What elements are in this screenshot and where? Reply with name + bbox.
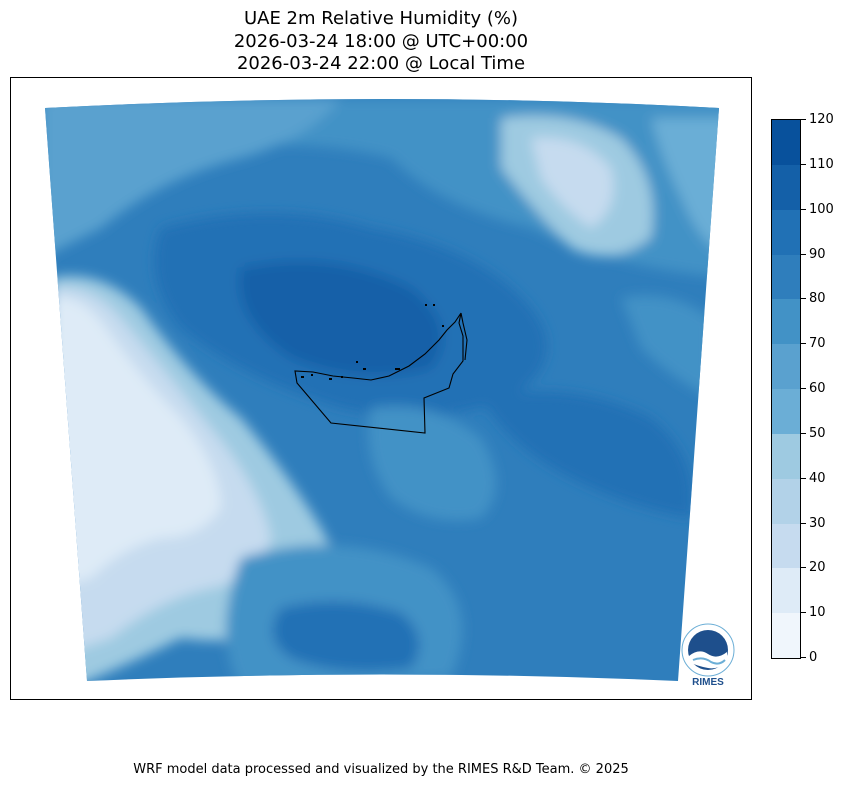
colorbar-tick-label: 50 <box>801 426 826 441</box>
colorbar-tick-label: 90 <box>801 247 826 262</box>
logo-text: RIMES <box>692 677 724 688</box>
colorbar-tick-label: 0 <box>801 651 817 665</box>
colorbar-segment <box>772 209 800 255</box>
colorbar-segment <box>772 478 800 524</box>
colorbar-segment <box>772 523 800 569</box>
colorbar-segment <box>772 298 800 345</box>
rimes-emblem-icon <box>681 623 735 677</box>
country-boundary <box>294 312 468 434</box>
footer-credit: WRF model data processed and visualized … <box>133 762 629 777</box>
colorbar-segment <box>772 567 800 614</box>
humidity-field <box>45 99 719 681</box>
map-panel <box>10 77 752 700</box>
map-subtitle-local: 2026-03-24 22:00 @ Local Time <box>236 53 526 74</box>
colorbar-segment <box>772 119 800 165</box>
map-subtitle-utc: 2026-03-24 18:00 @ UTC+00:00 <box>233 31 529 52</box>
rimes-logo: RIMES <box>675 622 741 690</box>
colorbar-tick-label: 120 <box>801 113 834 127</box>
humidity-map <box>45 99 719 681</box>
colorbar-segment <box>772 343 800 389</box>
colorbar-tick-label: 40 <box>801 471 826 486</box>
colorbar-segment <box>772 612 800 658</box>
colorbar-tick-label: 60 <box>801 382 826 396</box>
coastal-islands <box>301 304 444 380</box>
colorbar-tick-label: 70 <box>801 337 826 351</box>
colorbar-segment <box>772 433 800 479</box>
colorbar-segment <box>772 254 800 300</box>
colorbar-segment <box>772 388 800 434</box>
colorbar-tick-label: 80 <box>801 292 826 306</box>
colorbar-tick-label: 110 <box>801 157 834 172</box>
colorbar-tick-label: 10 <box>801 606 826 620</box>
colorbar <box>771 119 801 659</box>
map-title: UAE 2m Relative Humidity (%) <box>243 8 519 29</box>
colorbar-segment <box>772 164 800 210</box>
colorbar-tick-label: 20 <box>801 561 826 575</box>
colorbar-tick-label: 100 <box>801 202 834 217</box>
colorbar-tick-label: 30 <box>801 516 826 531</box>
